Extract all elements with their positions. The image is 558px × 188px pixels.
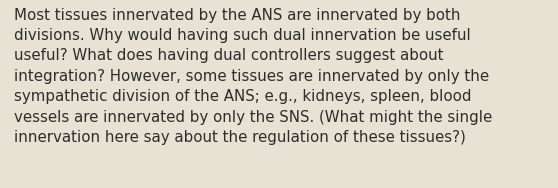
Text: Most tissues innervated by the ANS are innervated by both
divisions. Why would h: Most tissues innervated by the ANS are i…: [14, 8, 492, 145]
